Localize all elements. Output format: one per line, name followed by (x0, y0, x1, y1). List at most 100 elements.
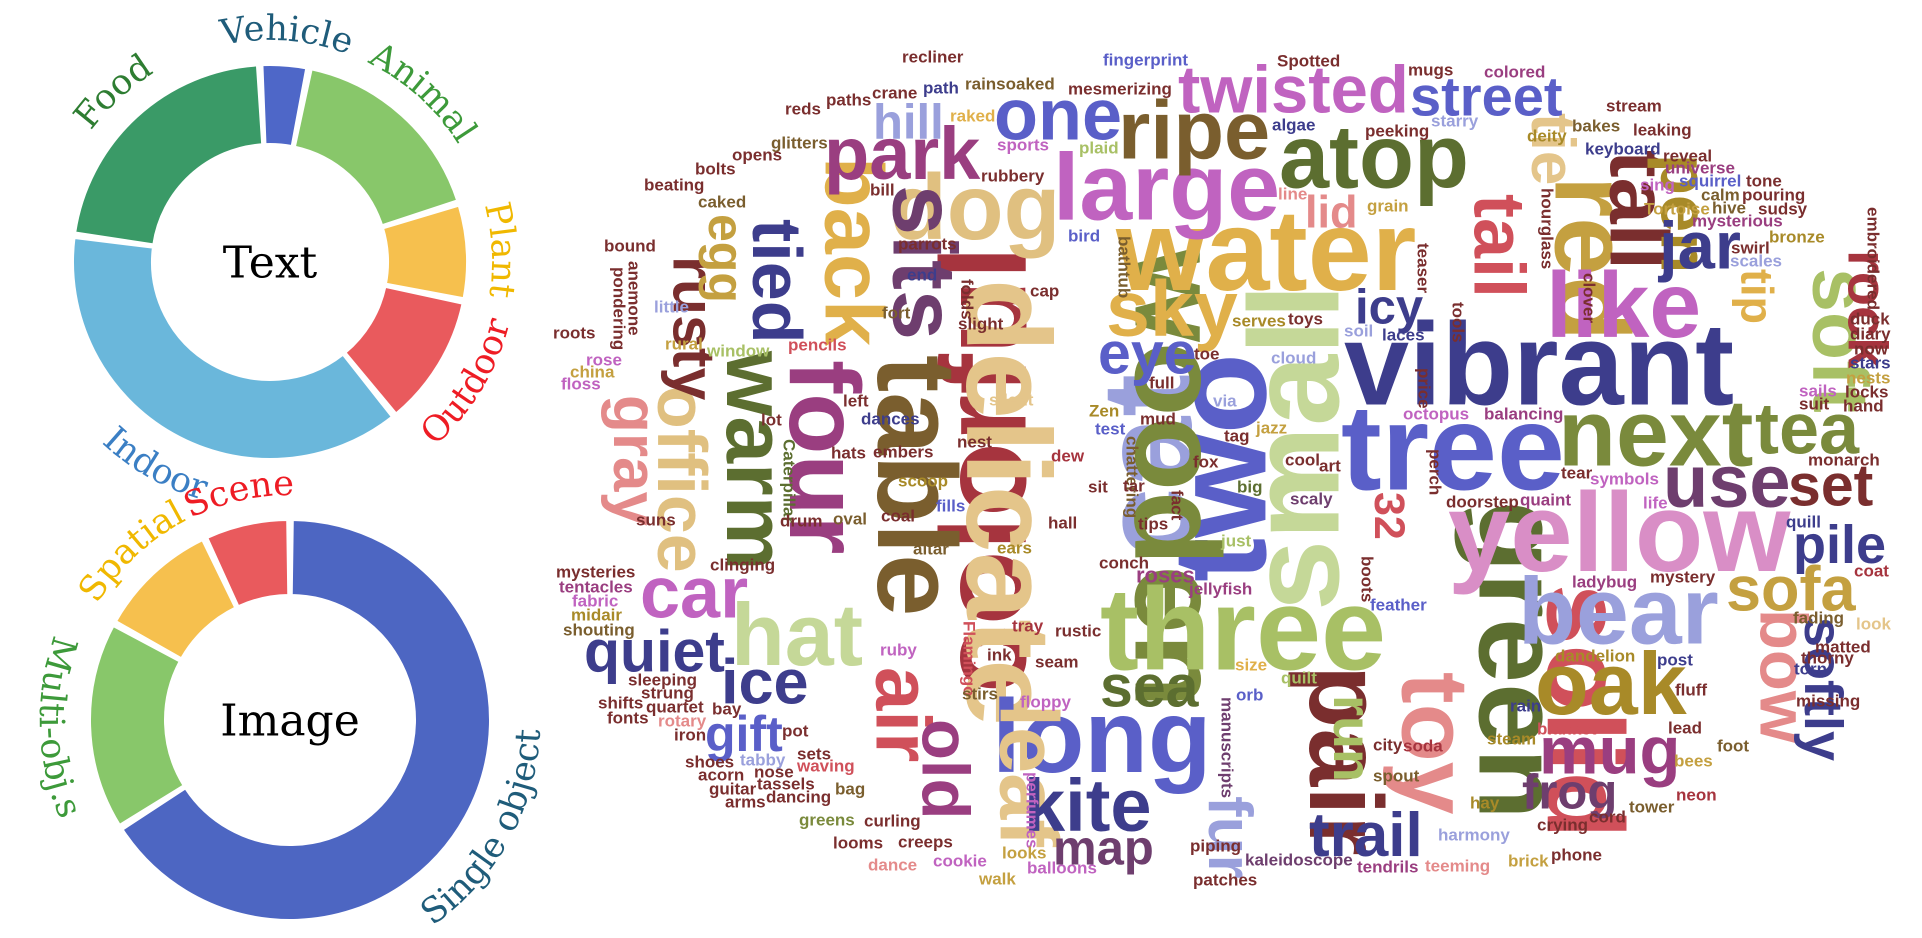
cloud-word-quaint: quaint (1520, 491, 1571, 510)
cloud-word-tall: tall (1593, 150, 1686, 270)
cloud-word-cord: cord (1589, 808, 1626, 827)
cloud-word-looks: looks (1002, 844, 1046, 863)
cloud-word-scaly: scaly (1290, 490, 1333, 509)
cloud-word-bolts: bolts (695, 160, 736, 179)
cloud-word-32: 32 (1365, 492, 1413, 540)
cloud-word-anemone: anemone (624, 261, 643, 336)
cloud-word-end: end (907, 266, 937, 285)
cloud-word-clover: clover (1579, 273, 1598, 323)
cloud-word-calm: calm (1701, 186, 1740, 205)
cloud-word-coat: coat (1854, 562, 1889, 581)
cloud-word-rustic: rustic (1055, 622, 1101, 641)
cloud-word-rotary: rotary (658, 712, 707, 731)
cloud-word-harmony: harmony (1438, 826, 1510, 845)
cloud-word-hourglass: hourglass (1537, 188, 1556, 269)
cloud-word-line: line (1278, 185, 1307, 204)
cloud-word-keyboard: keyboard (1585, 140, 1661, 159)
cloud-word-hill: hill (873, 95, 944, 149)
cloud-word-balancing: balancing (1484, 405, 1563, 424)
cloud-word-tassels: tassels (757, 775, 815, 794)
donut-slice-food (74, 64, 264, 246)
cloud-word-pen: pen (1646, 154, 1721, 273)
cloud-word-teaser: teaser (1413, 243, 1432, 293)
cloud-word-tentacles: tentacles (559, 578, 633, 597)
cloud-word-sudsy: sudsy (1758, 200, 1808, 219)
cloud-word-arms: arms (725, 793, 766, 812)
donut-slice-spatial (115, 539, 237, 660)
cloud-word-stream: stream (1606, 97, 1662, 116)
cloud-word-via: via (1213, 392, 1237, 411)
cloud-word-diary: diary (1850, 325, 1891, 344)
cloud-word-leaking: leaking (1633, 121, 1692, 140)
donut-label-plant: Plant (476, 198, 523, 300)
cloud-word-squirrel: squirrel (1679, 172, 1741, 191)
cloud-word-mud: mud (1140, 410, 1176, 429)
cloud-word-dancing: dancing (766, 788, 831, 807)
cloud-word-dandelion: dandelion (1555, 647, 1635, 666)
cloud-word-glitters: glitters (771, 134, 828, 153)
cloud-word-price: price (1414, 368, 1433, 409)
cloud-word-next: next (1558, 380, 1753, 486)
cloud-word-sleeping: sleeping (628, 671, 697, 690)
cloud-word-blanket: blanket (1537, 720, 1597, 739)
cloud-word-bill: bill (870, 181, 895, 200)
cloud-word-parrots: parrots (898, 235, 957, 254)
cloud-word-suns: suns (636, 511, 676, 530)
cloud-word-eye: eye (1098, 321, 1196, 387)
cloud-word-bird: bird (1068, 227, 1100, 246)
cloud-word-beating: beating (644, 176, 704, 195)
cloud-word-old: old (907, 719, 982, 819)
cloud-word-street: street (1410, 64, 1563, 127)
cloud-word-water: water (1115, 187, 1416, 315)
cloud-word-flamingo: Flamingo (959, 621, 978, 697)
cloud-word-hand: hand (1843, 397, 1884, 416)
cloud-word-tray: tray (1012, 617, 1044, 636)
cloud-word-floppy: floppy (1020, 693, 1072, 712)
cloud-word-rubbery: rubbery (981, 167, 1045, 186)
cloud-word-deity: deity (1527, 127, 1567, 146)
cloud-word-ice: ice (721, 648, 809, 718)
cloud-word-office: office (643, 386, 721, 573)
cloud-word-sets: sets (797, 745, 831, 764)
cloud-word-stars: stars (1850, 354, 1891, 373)
cloud-word-universe: universe (1665, 159, 1735, 178)
cloud-word-neon: neon (1676, 786, 1717, 805)
cloud-word-red: red (1533, 176, 1651, 341)
cloud-word-tip: tip (1732, 269, 1783, 324)
cloud-word-quiet: quiet (584, 619, 725, 685)
cloud-word-toy: toy (1382, 672, 1488, 815)
cloud-word-pencils: pencils (788, 336, 847, 355)
cloud-word-oval: oval (833, 510, 867, 529)
cloud-word-car: car (640, 553, 748, 633)
cloud-word-ladybug: ladybug (1572, 573, 1637, 592)
image-donut-chart: Single objectMulti-obj.sSpatialSceneImag… (31, 464, 549, 933)
cloud-word-full: full (1149, 374, 1175, 393)
cloud-word-icy: icy (1355, 280, 1423, 334)
cloud-word-octopus: octopus (1403, 405, 1469, 424)
cloud-word-fabric: fabric (572, 592, 618, 611)
cloud-word-colored: colored (1484, 63, 1545, 82)
cloud-word-jazz: jazz (1255, 419, 1287, 438)
cloud-word-hay: hay (1470, 794, 1500, 813)
cloud-word-cool: cool (1285, 451, 1320, 470)
cloud-word-tag: tag (1224, 427, 1250, 446)
cloud-word-phone: phone (1551, 846, 1602, 865)
cloud-word-balloons: balloons (1027, 859, 1097, 878)
cloud-word-sports: sports (997, 136, 1049, 155)
cloud-word-coal: coal (881, 507, 915, 526)
cloud-word-sails: sails (1799, 382, 1837, 401)
cloud-word-tie: tie (1518, 113, 1587, 185)
cloud-word-hats: hats (831, 444, 866, 463)
cloud-word-back: back (808, 157, 901, 347)
cloud-word-chattering: chattering (1122, 436, 1141, 518)
cloud-word-teeming: teeming (1425, 857, 1490, 876)
cloud-word-hive: hive (1712, 199, 1746, 218)
cloud-word-like: like (1546, 253, 1701, 357)
cloud-word-stirs: stirs (962, 685, 998, 704)
cloud-word-tools: tools (1448, 302, 1467, 343)
cloud-word-cookie: cookie (933, 852, 987, 871)
cloud-word-serves: serves (1232, 312, 1286, 331)
cloud-word-guitar: guitar (709, 780, 757, 799)
cloud-word-gray: gray (600, 395, 669, 526)
cloud-word-suit: suit (1799, 395, 1830, 414)
